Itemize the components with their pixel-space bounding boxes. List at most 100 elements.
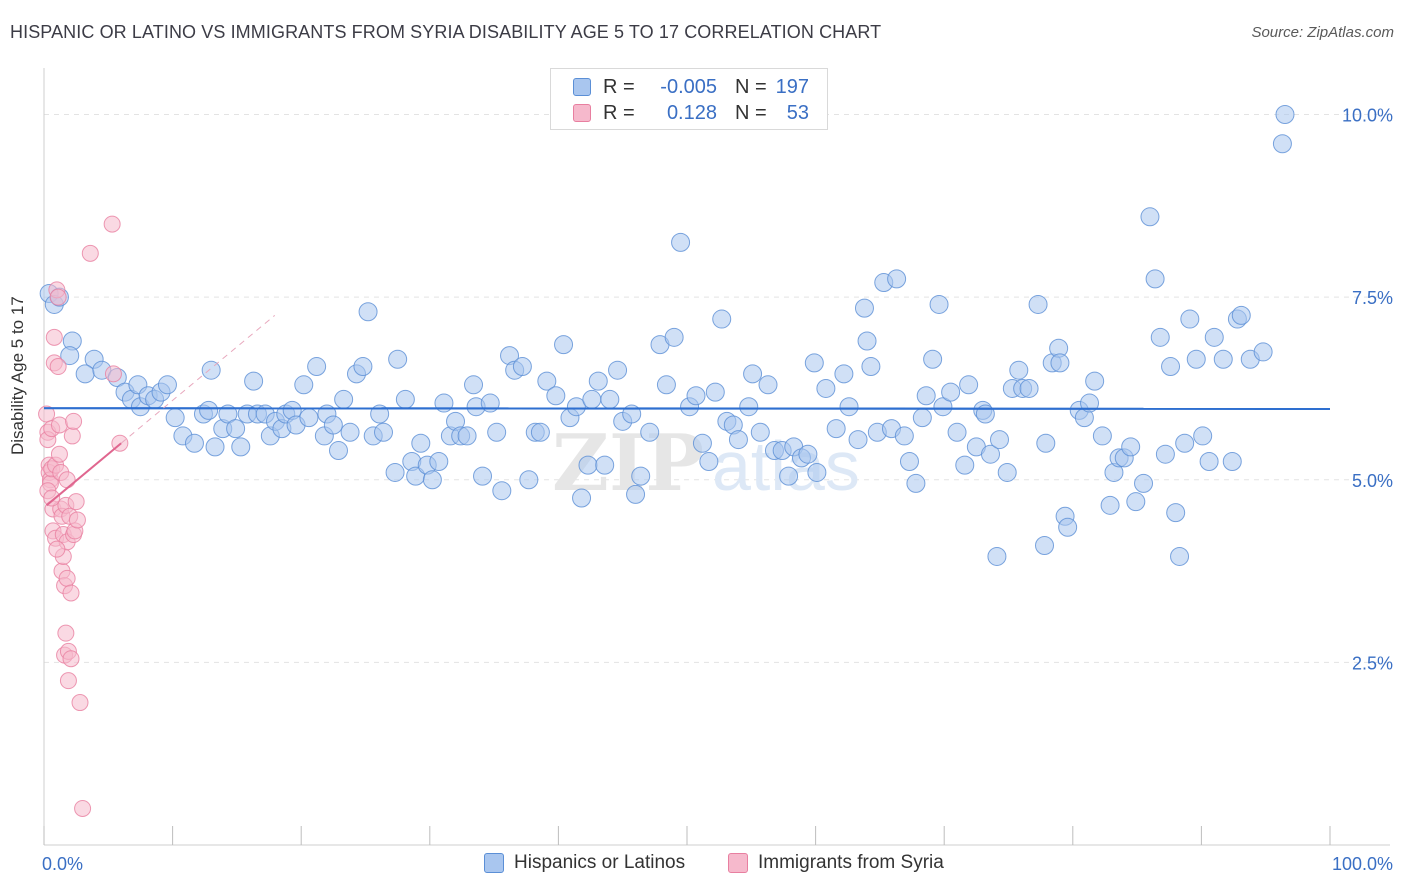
point-hispanics [1035,536,1055,556]
point-hispanics [894,426,914,446]
point-hispanics [231,437,251,457]
point-hispanics [582,389,602,409]
trend-lines [43,315,1331,507]
point-hispanics [1134,473,1154,493]
r-value: 0.128 [666,101,717,124]
point-hispanics [906,473,926,493]
point-hispanics [1170,546,1190,566]
point-hispanics [294,375,314,395]
y-tick-label: 2.5% [1352,653,1393,673]
y-tick-label: 7.5% [1352,288,1393,308]
point-syria [103,215,121,233]
n-value: 197 [775,75,809,98]
point-hispanics [353,357,373,377]
legend-row-syria: R = 0.128 N = 53 [573,101,809,125]
point-hispanics [1155,444,1175,464]
point-hispanics [184,433,204,453]
point-hispanics [947,422,967,442]
point-syria [43,489,61,507]
point-hispanics [157,375,177,395]
point-hispanics [487,422,507,442]
tick-labels: 2.5% 5.0% 7.5% 10.0% 0.0% 100.0% [42,106,1393,874]
point-hispanics [656,375,676,395]
point-hispanics [923,349,943,369]
point-hispanics [1199,452,1219,471]
point-hispanics [816,378,836,398]
point-hispanics [857,331,877,351]
point-hispanics [933,397,953,417]
grid-lines [44,114,1390,663]
point-hispanics [1140,207,1160,227]
point-hispanics [1036,433,1056,453]
point-hispanics [530,422,550,442]
point-hispanics [307,357,327,377]
point-hispanics [807,462,827,482]
point-syria [74,799,92,817]
point-hispanics [374,422,394,442]
point-hispanics [1166,503,1186,523]
point-hispanics [218,404,238,424]
point-hispanics [1028,294,1048,314]
y-tick-label: 5.0% [1352,471,1393,491]
point-hispanics [600,389,620,409]
point-hispanics [899,452,919,471]
watermark: ZIP atlas [552,418,860,509]
point-hispanics [1092,426,1112,446]
point-hispanics [626,484,646,504]
point-hispanics [370,404,390,424]
point-syria [58,569,76,587]
n-label: N = [735,101,767,124]
point-hispanics [916,386,936,406]
point-hispanics [1231,305,1251,325]
point-hispanics [1161,357,1181,377]
point-hispanics [422,470,442,490]
point-hispanics [578,455,598,475]
point-hispanics [537,371,557,391]
point-hispanics [987,546,1007,566]
series-hispanics-points [39,105,1295,566]
point-hispanics [997,462,1017,482]
n-label: N = [735,75,767,98]
point-hispanics [728,430,748,450]
trend-line-hispanics [43,407,1331,411]
legend-item-syria[interactable]: Immigrants from Syria [728,852,944,874]
point-hispanics [1126,492,1146,512]
point-hispanics [411,433,431,453]
point-hispanics [299,408,319,428]
point-hispanics [1253,342,1273,362]
point-hispanics [671,232,691,252]
series-syria-points [38,215,129,817]
point-hispanics [1193,426,1213,446]
point-hispanics [1180,309,1200,329]
point-hispanics [340,422,360,442]
legend-item-hispanics[interactable]: Hispanics or Latinos [484,852,685,874]
point-syria [65,412,83,430]
point-syria [49,288,67,306]
point-hispanics [395,389,415,409]
chart-title: HISPANIC OR LATINO VS IMMIGRANTS FROM SY… [10,22,882,42]
point-hispanics [1121,437,1141,457]
point-hispanics [1186,349,1206,369]
point-hispanics [1272,134,1292,154]
y-tick-label: 10.0% [1342,106,1393,126]
legend-swatch-blue [484,853,504,873]
point-hispanics [692,433,712,453]
point-syria [50,416,68,434]
point-syria [62,650,80,668]
point-hispanics [631,466,651,486]
point-hispanics [328,441,348,461]
point-syria [48,540,66,558]
point-hispanics [826,419,846,439]
legend-swatch-blue [573,78,591,96]
trend-extension-syria [120,315,276,444]
point-hispanics [492,481,512,501]
point-hispanics [699,452,719,471]
point-hispanics [566,397,586,417]
point-hispanics [798,444,818,464]
r-label: R = [603,75,635,98]
point-hispanics [554,335,574,355]
point-hispanics [712,309,732,329]
n-value: 53 [786,101,809,124]
point-hispanics [519,470,539,490]
point-syria [62,584,80,602]
